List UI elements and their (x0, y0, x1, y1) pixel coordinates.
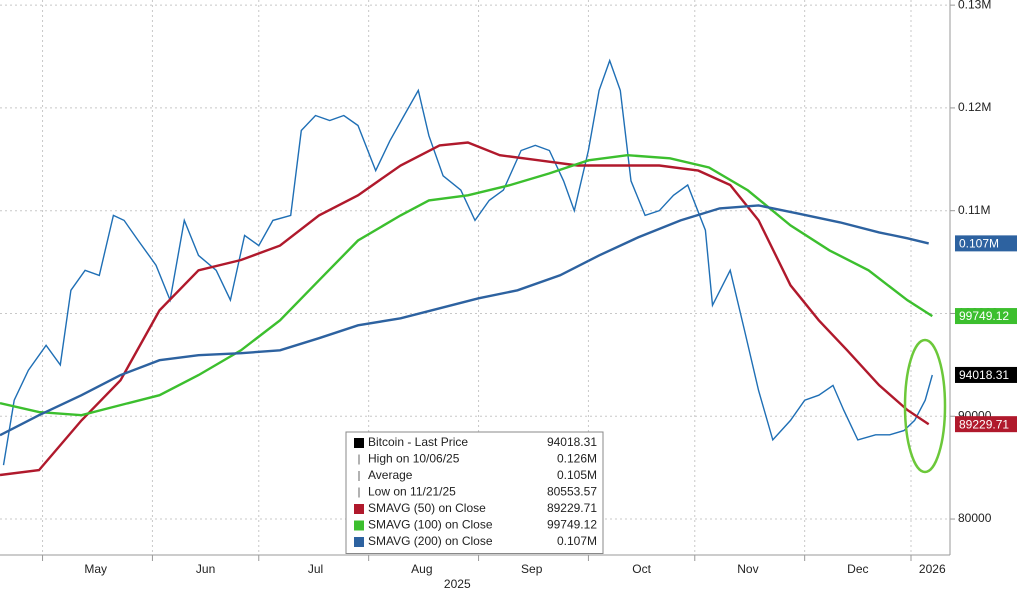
legend-value: 0.105M (557, 468, 597, 482)
legend-label: Average (368, 468, 413, 482)
x-year-label: 2025 (444, 577, 471, 591)
last-value-label: 89229.71 (959, 417, 1009, 431)
legend-label: SMAVG (50) on Close (368, 501, 486, 515)
y-tick-label: 0.13M (958, 0, 991, 11)
axes: 80000900001000000.11M0.12M0.13MMayJunJul… (42, 0, 1017, 591)
x-tick-label: Aug (411, 562, 432, 576)
legend-swatch (354, 504, 364, 514)
legend-box (345, 431, 604, 554)
lines (0, 58, 933, 477)
highlight-ellipse (903, 338, 947, 474)
legend-label: SMAVG (100) on Close (368, 518, 493, 532)
legend-swatch (354, 520, 364, 531)
last-value-tag (955, 308, 1017, 325)
x-tick-label: Jun (196, 562, 215, 576)
y-tick-label: 0.12M (958, 100, 991, 114)
legend-value: 0.107M (557, 534, 597, 548)
y-tick-label: 0.11M (958, 203, 990, 217)
y-tick-label: 80000 (958, 511, 992, 525)
legend-label: Low on 11/21/25 (368, 485, 456, 499)
x-tick-label: Sep (521, 562, 543, 576)
legend-label: High on 10/06/25 (368, 452, 460, 466)
last-value-tag (955, 366, 1017, 383)
legend-value: 80553.57 (547, 485, 597, 499)
series-line (2, 58, 933, 466)
legend-value: 0.126M (557, 452, 597, 466)
legend: Bitcoin - Last Price 94018.31 High on 10/0… (345, 431, 604, 554)
legend-value: 89229.71 (547, 501, 597, 515)
series-line (0, 153, 933, 417)
legend-value: 94018.31 (547, 435, 597, 449)
last-value-tag (955, 235, 1017, 252)
last-value-tag (955, 416, 1017, 433)
x-tick-label: May (84, 562, 107, 576)
last-value-label: 94018.31 (959, 368, 1009, 382)
x-tick-label: Jul (308, 562, 323, 576)
legend-label: Bitcoin - Last Price (368, 435, 468, 449)
legend-label: SMAVG (200) on Close (368, 534, 493, 548)
x-tick-label: Nov (737, 562, 758, 576)
legend-swatch (354, 438, 364, 448)
legend-value: 99749.12 (547, 518, 597, 532)
series-line (0, 204, 929, 437)
series-line (0, 141, 930, 477)
last-value-label: 0.107M (959, 237, 999, 251)
last-value-label: 99749.12 (959, 309, 1009, 323)
legend-swatch (354, 537, 364, 547)
x-tick-label: 2026 (919, 562, 946, 576)
x-tick-label: Oct (632, 562, 651, 576)
x-tick-label: Dec (847, 562, 868, 576)
